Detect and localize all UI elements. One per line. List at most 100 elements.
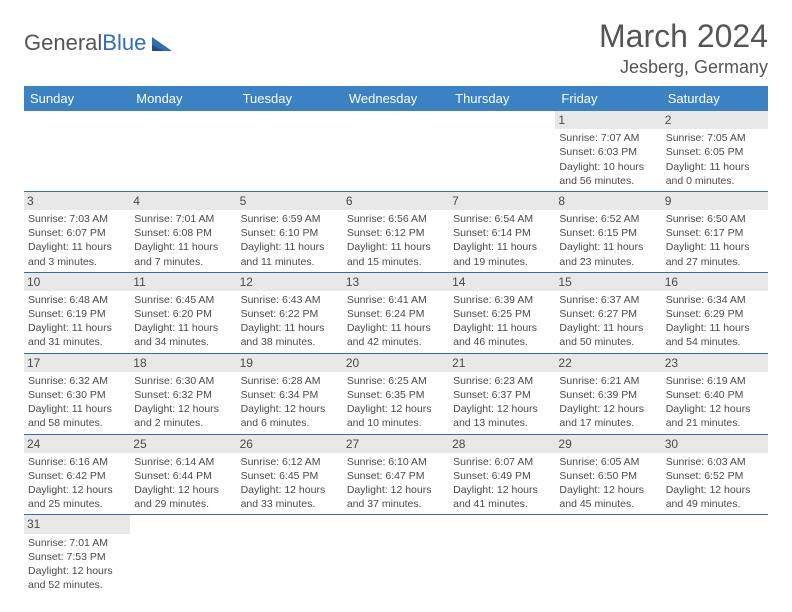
day-number: 7 [449,192,555,210]
calendar-cell: 6Sunrise: 6:56 AMSunset: 6:12 PMDaylight… [343,191,449,272]
sunrise-text: Sunrise: 6:23 AM [453,374,551,388]
calendar-cell [24,111,130,191]
sunrise-text: Sunrise: 6:16 AM [28,455,126,469]
sunrise-text: Sunrise: 6:37 AM [559,293,657,307]
day-detail: Sunrise: 6:23 AMSunset: 6:37 PMDaylight:… [453,374,551,431]
calendar-cell [555,515,661,595]
daylight-text: Daylight: 11 hours and 23 minutes. [559,240,657,268]
day-number: 23 [662,354,768,372]
calendar-cell: 2Sunrise: 7:05 AMSunset: 6:05 PMDaylight… [662,111,768,191]
daylight-text: Daylight: 10 hours and 56 minutes. [559,160,657,188]
logo-text-blue: Blue [102,30,146,56]
sunset-text: Sunset: 6:37 PM [453,388,551,402]
day-detail: Sunrise: 6:10 AMSunset: 6:47 PMDaylight:… [347,455,445,512]
day-number: 16 [662,273,768,291]
sunset-text: Sunset: 6:45 PM [241,469,339,483]
sunrise-text: Sunrise: 6:03 AM [666,455,764,469]
day-number: 29 [555,435,661,453]
page-header: GeneralBlue March 2024 Jesberg, Germany [24,18,768,78]
daylight-text: Daylight: 11 hours and 31 minutes. [28,321,126,349]
day-detail: Sunrise: 6:14 AMSunset: 6:44 PMDaylight:… [134,455,232,512]
calendar-cell: 26 Sunrise: 6:12 AMSunset: 6:45 PMDayligh… [237,434,343,515]
day-detail: Sunrise: 6:12 AMSunset: 6:45 PMDaylight:… [241,455,339,512]
daylight-text: Daylight: 12 hours and 33 minutes. [241,483,339,511]
sunrise-text: Sunrise: 6:41 AM [347,293,445,307]
sunset-text: Sunset: 6:50 PM [559,469,657,483]
sunset-text: Sunset: 7:53 PM [28,550,126,564]
day-number: 8 [555,192,661,210]
day-number: 28 [449,435,555,453]
calendar-cell [449,111,555,191]
calendar-cell: 20 Sunrise: 6:25 AMSunset: 6:35 PMDayligh… [343,353,449,434]
calendar-cell: 23Sunrise: 6:19 AMSunset: 6:40 PMDayligh… [662,353,768,434]
calendar-cell [343,515,449,595]
calendar-cell: 31Sunrise: 7:01 AMSunset: 7:53 PMDayligh… [24,515,130,595]
day-number: 3 [24,192,130,210]
day-detail: Sunrise: 6:52 AMSunset: 6:15 PMDaylight:… [559,212,657,269]
day-number: 21 [449,354,555,372]
day-header: Saturday [662,86,768,111]
daylight-text: Daylight: 11 hours and 3 minutes. [28,240,126,268]
daylight-text: Daylight: 12 hours and 49 minutes. [666,483,764,511]
day-detail: Sunrise: 7:01 AMSunset: 6:08 PMDaylight:… [134,212,232,269]
sunrise-text: Sunrise: 6:05 AM [559,455,657,469]
sunset-text: Sunset: 6:03 PM [559,145,657,159]
day-number: 18 [130,354,236,372]
day-header-row: SundayMondayTuesdayWednesdayThursdayFrid… [24,86,768,111]
day-detail: Sunrise: 6:45 AMSunset: 6:20 PMDaylight:… [134,293,232,350]
day-header: Wednesday [343,86,449,111]
sunrise-text: Sunrise: 6:50 AM [666,212,764,226]
day-detail: Sunrise: 6:25 AMSunset: 6:35 PMDaylight:… [347,374,445,431]
calendar-cell: 28Sunrise: 6:07 AMSunset: 6:49 PMDayligh… [449,434,555,515]
sunrise-text: Sunrise: 6:45 AM [134,293,232,307]
calendar-cell: 17Sunrise: 6:32 AMSunset: 6:30 PMDayligh… [24,353,130,434]
daylight-text: Daylight: 11 hours and 15 minutes. [347,240,445,268]
day-detail: Sunrise: 6:56 AMSunset: 6:12 PMDaylight:… [347,212,445,269]
day-number: 26 [237,435,343,453]
sunrise-text: Sunrise: 6:21 AM [559,374,657,388]
day-number: 14 [449,273,555,291]
calendar-table: SundayMondayTuesdayWednesdayThursdayFrid… [24,86,768,595]
day-number: 31 [24,515,130,533]
day-header: Thursday [449,86,555,111]
daylight-text: Daylight: 11 hours and 54 minutes. [666,321,764,349]
daylight-text: Daylight: 12 hours and 10 minutes. [347,402,445,430]
sunset-text: Sunset: 6:35 PM [347,388,445,402]
calendar-cell: 9Sunrise: 6:50 AMSunset: 6:17 PMDaylight… [662,191,768,272]
day-header: Monday [130,86,236,111]
daylight-text: Daylight: 12 hours and 6 minutes. [241,402,339,430]
day-detail: Sunrise: 6:48 AMSunset: 6:19 PMDaylight:… [28,293,126,350]
day-number: 1 [555,111,661,129]
calendar-cell [343,111,449,191]
daylight-text: Daylight: 11 hours and 0 minutes. [666,160,764,188]
sunset-text: Sunset: 6:52 PM [666,469,764,483]
day-detail: Sunrise: 6:21 AMSunset: 6:39 PMDaylight:… [559,374,657,431]
sunrise-text: Sunrise: 6:48 AM [28,293,126,307]
daylight-text: Daylight: 11 hours and 46 minutes. [453,321,551,349]
day-detail: Sunrise: 6:59 AMSunset: 6:10 PMDaylight:… [241,212,339,269]
calendar-cell: 22Sunrise: 6:21 AMSunset: 6:39 PMDayligh… [555,353,661,434]
sunrise-text: Sunrise: 6:28 AM [241,374,339,388]
day-number: 30 [662,435,768,453]
sunset-text: Sunset: 6:22 PM [241,307,339,321]
daylight-text: Daylight: 12 hours and 45 minutes. [559,483,657,511]
sunrise-text: Sunrise: 6:43 AM [241,293,339,307]
day-detail: Sunrise: 6:39 AMSunset: 6:25 PMDaylight:… [453,293,551,350]
sunset-text: Sunset: 6:24 PM [347,307,445,321]
daylight-text: Daylight: 12 hours and 41 minutes. [453,483,551,511]
calendar-week: 31Sunrise: 7:01 AMSunset: 7:53 PMDayligh… [24,515,768,595]
logo: GeneralBlue [24,30,176,56]
daylight-text: Daylight: 12 hours and 25 minutes. [28,483,126,511]
sunrise-text: Sunrise: 6:59 AM [241,212,339,226]
sunrise-text: Sunrise: 7:01 AM [134,212,232,226]
sunrise-text: Sunrise: 6:32 AM [28,374,126,388]
sunrise-text: Sunrise: 6:14 AM [134,455,232,469]
daylight-text: Daylight: 11 hours and 11 minutes. [241,240,339,268]
daylight-text: Daylight: 11 hours and 27 minutes. [666,240,764,268]
daylight-text: Daylight: 11 hours and 42 minutes. [347,321,445,349]
day-detail: Sunrise: 6:30 AMSunset: 6:32 PMDaylight:… [134,374,232,431]
day-header: Friday [555,86,661,111]
day-number: 20 [343,354,449,372]
day-detail: Sunrise: 6:54 AMSunset: 6:14 PMDaylight:… [453,212,551,269]
sunset-text: Sunset: 6:47 PM [347,469,445,483]
